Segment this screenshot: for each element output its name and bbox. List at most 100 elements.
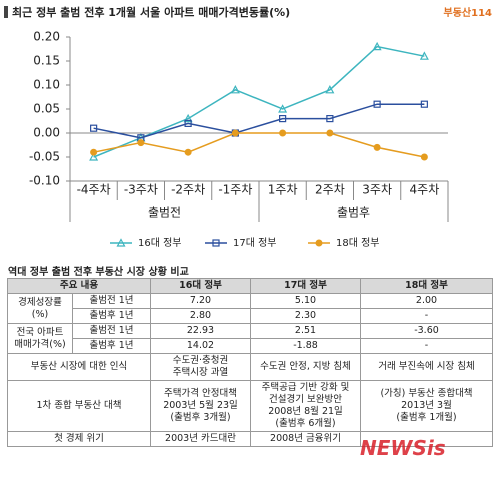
line: 2003년 5월 23일 xyxy=(163,400,238,411)
series-line xyxy=(93,45,425,158)
point xyxy=(373,100,381,108)
logo: 부동산114 xyxy=(444,6,493,19)
cell: 2.51 xyxy=(250,323,361,339)
cell: 2008년 금융위기 xyxy=(250,431,361,447)
line: 전국 아파트 xyxy=(16,326,64,338)
cell: 출범후 1년 xyxy=(72,338,151,354)
point xyxy=(279,129,287,137)
line: 주택가격 안정대책 xyxy=(164,388,237,399)
legend-label: 17대 정부 xyxy=(233,237,277,249)
cell: 주택가격 안정대책 2003년 5월 23일 (출범후 3개월) xyxy=(150,380,251,432)
point xyxy=(279,114,287,123)
cell: 2003년 카드대란 xyxy=(150,431,251,447)
line: 수도권·충청권 xyxy=(172,355,229,366)
line: 2013년 3월 xyxy=(401,400,452,411)
cell: 2.00 xyxy=(360,293,493,309)
cell: 7.20 xyxy=(150,293,251,309)
group-label: 출범후 xyxy=(337,206,370,220)
cell: 수도권 안정, 지방 침체 xyxy=(250,353,361,381)
point xyxy=(372,41,382,51)
cell: - xyxy=(360,308,493,324)
line: (가칭) 부동산 종합대책 xyxy=(380,388,473,399)
point xyxy=(230,85,240,94)
line: (출범후 6개월) xyxy=(275,418,336,429)
x-tick-label: -4주차 xyxy=(77,183,111,197)
header-cell: 17대 정부 xyxy=(250,278,361,294)
y-tick-label: 0.05 xyxy=(33,102,60,116)
point xyxy=(278,104,288,113)
line: 주택공급 기반 강화 및 xyxy=(261,382,350,393)
row-label: 부동산 시장에 대한 인식 xyxy=(7,353,151,381)
point xyxy=(90,148,98,156)
cell: 22.93 xyxy=(150,323,251,339)
title-icon xyxy=(4,6,8,18)
header-cell: 18대 정부 xyxy=(360,278,493,294)
line: (출범후 3개월) xyxy=(170,412,231,423)
cell: -3.60 xyxy=(360,323,493,339)
point xyxy=(183,113,193,123)
legend-marker xyxy=(116,238,126,247)
y-tick-label: 0.20 xyxy=(33,30,60,44)
point xyxy=(326,114,334,123)
row-label: 경제성장률 (%) xyxy=(7,293,73,324)
cell xyxy=(360,431,493,447)
line: 주택시장 과열 xyxy=(172,367,229,378)
point xyxy=(326,129,334,137)
cell: (가칭) 부동산 종합대책 2013년 3월 (출범후 1개월) xyxy=(360,380,493,432)
line: 건설경기 보완방안 xyxy=(269,394,342,405)
x-tick-label: 3주차 xyxy=(362,183,392,197)
cell: 주택공급 기반 강화 및 건설경기 보완방안 2008년 8월 21일 (출범후 6개… xyxy=(250,380,361,432)
chart: 최근 정부 출범 전후 1개월 서울 아파트 매매가격변동률(%) 부동산114… xyxy=(4,5,493,249)
point xyxy=(90,124,98,132)
row-label: 전국 아파트 매매가격(%) xyxy=(7,323,73,354)
line: 2008년 8월 21일 xyxy=(268,406,343,417)
line: (출범후 1개월) xyxy=(396,412,457,423)
row-label: 첫 경제 위기 xyxy=(7,431,151,447)
cell: - xyxy=(360,338,493,354)
point xyxy=(231,129,239,137)
line: 경제성장률 xyxy=(18,296,62,308)
point xyxy=(137,139,145,147)
table-title: 역대 정부 출범 전후 부동산 시장 상황 비교 xyxy=(8,267,189,278)
cell: 출범전 1년 xyxy=(72,293,151,309)
table: 주요 내용 16대 정부 17대 정부 18대 정부 경제성장률 (%) 출범전 … xyxy=(7,278,493,447)
cell: 수도권·충청권 주택시장 과열 xyxy=(150,353,251,381)
x-tick-label: -3주차 xyxy=(124,183,158,197)
point xyxy=(184,119,192,128)
cell: 출범후 1년 xyxy=(72,308,151,324)
point xyxy=(373,143,381,151)
point xyxy=(420,100,428,108)
legend-marker xyxy=(212,239,220,247)
series-line xyxy=(93,103,425,139)
line: (%) xyxy=(31,308,49,320)
y-tick-label: 0.10 xyxy=(33,78,60,92)
x-tick-label: -1주차 xyxy=(218,183,252,197)
group-label: 출범전 xyxy=(148,206,181,220)
cell: 거래 부진속에 시장 침체 xyxy=(360,353,493,381)
x-tick-label: 2주차 xyxy=(315,183,345,197)
watermark: NEWSis xyxy=(360,436,446,460)
x-tick-label: 4주차 xyxy=(410,183,440,197)
point xyxy=(420,153,428,161)
header-cell: 16대 정부 xyxy=(150,278,251,294)
y-tick-label: -0.10 xyxy=(29,174,60,188)
cell: -1.88 xyxy=(250,338,361,354)
cell: 출범전 1년 xyxy=(72,323,151,339)
point xyxy=(184,148,192,156)
point xyxy=(419,51,429,60)
x-tick-label: -2주차 xyxy=(171,183,205,197)
point xyxy=(89,152,99,161)
series-line xyxy=(93,132,425,158)
legend-marker xyxy=(315,239,323,247)
row-label: 1차 종합 부동산 대책 xyxy=(7,380,151,432)
chart-title: 최근 정부 출범 전후 1개월 서울 아파트 매매가격변동률(%) xyxy=(12,5,290,19)
y-tick-label: 0.00 xyxy=(33,126,60,140)
legend-label: 16대 정부 xyxy=(138,237,182,249)
line: 매매가격(%) xyxy=(14,338,66,350)
cell: 14.02 xyxy=(150,338,251,354)
cell: 2.30 xyxy=(250,308,361,324)
cell: 2.80 xyxy=(150,308,251,324)
cell: 5.10 xyxy=(250,293,361,309)
y-tick-label: 0.15 xyxy=(33,54,60,68)
